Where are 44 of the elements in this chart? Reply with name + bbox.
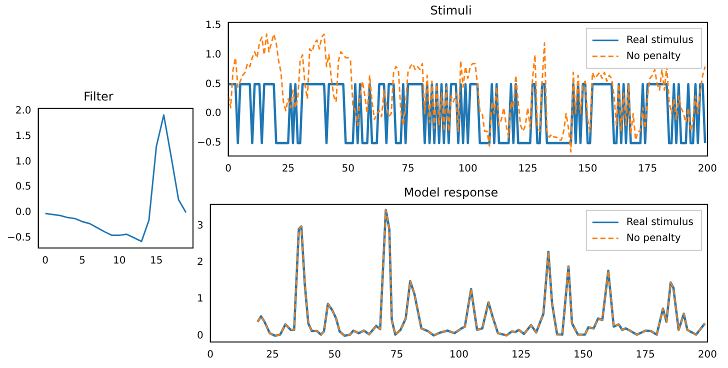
x-tick-label: 100: [449, 350, 468, 361]
x-tick-label: 0: [42, 256, 48, 267]
y-tick-label: 1.0: [205, 49, 222, 60]
chart-title: Filter: [84, 89, 114, 104]
x-tick-label: 0: [225, 164, 232, 175]
x-tick-label: 175: [636, 350, 655, 361]
x-tick-label: 150: [578, 164, 598, 175]
y-tick-label: 1.0: [15, 156, 32, 168]
x-tick-label: 100: [458, 164, 478, 175]
y-tick-label: 1.5: [205, 20, 222, 31]
x-tick-label: 50: [328, 350, 342, 361]
line-series: [228, 33, 706, 153]
y-tick-label: 2: [196, 256, 204, 268]
y-tick-label: 3: [196, 220, 204, 232]
y-tick-label: −0.5: [196, 138, 222, 149]
x-tick-label: 125: [518, 164, 538, 175]
x-tick-label: 175: [638, 164, 658, 175]
y-tick-label: 2.0: [15, 106, 32, 117]
y-tick-label: 0: [196, 330, 204, 342]
legend-label: No penalty: [626, 50, 681, 62]
y-tick-label: 1.5: [15, 130, 32, 142]
x-tick-label: 25: [266, 350, 279, 361]
x-tick-label: 10: [112, 256, 126, 267]
y-tick-label: 0.5: [15, 182, 32, 193]
x-tick-label: 25: [282, 164, 295, 175]
x-tick-label: 75: [390, 350, 404, 361]
x-tick-label: 15: [150, 256, 163, 267]
chart-title: Model response: [404, 185, 498, 200]
y-tick-label: 0.0: [205, 108, 222, 120]
x-tick-label: 125: [512, 350, 531, 361]
x-tick-label: 150: [574, 350, 593, 361]
legend-label: Real stimulus: [626, 216, 694, 228]
x-tick-label: 50: [342, 164, 354, 175]
y-tick-label: 0.0: [15, 207, 32, 218]
x-tick-label: 200: [698, 350, 718, 361]
x-tick-label: 5: [79, 256, 86, 267]
x-tick-label: 200: [698, 164, 718, 175]
y-tick-label: −0.5: [6, 232, 32, 244]
x-tick-label: 75: [402, 164, 414, 175]
y-tick-label: 1: [196, 294, 204, 305]
chart-title: Stimuli: [430, 3, 472, 18]
legend-label: Real stimulus: [626, 34, 694, 46]
legend-label: No penalty: [626, 232, 681, 244]
y-tick-label: 0.5: [205, 78, 222, 90]
